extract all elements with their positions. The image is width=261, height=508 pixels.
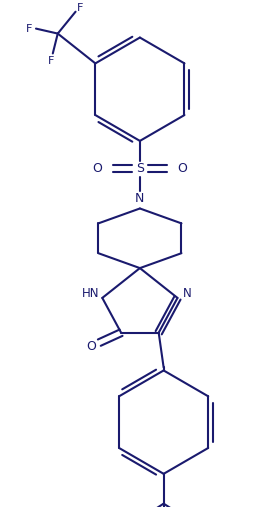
Text: O: O: [177, 162, 187, 175]
Text: S: S: [136, 162, 144, 175]
Text: F: F: [48, 56, 54, 67]
Text: F: F: [77, 3, 84, 13]
Text: N: N: [183, 288, 192, 300]
Text: O: O: [86, 340, 96, 353]
Text: F: F: [26, 23, 32, 34]
Text: HN: HN: [82, 288, 99, 300]
Text: N: N: [135, 192, 145, 205]
Text: O: O: [92, 162, 102, 175]
